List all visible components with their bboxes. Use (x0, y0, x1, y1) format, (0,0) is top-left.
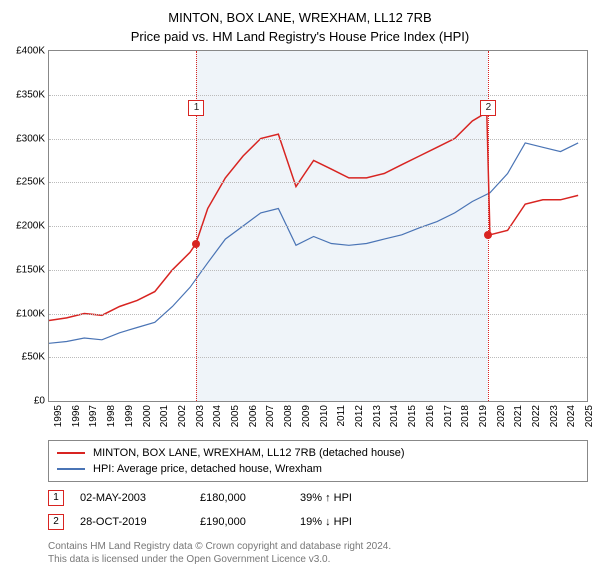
x-tick-label: 2014 (389, 405, 400, 427)
y-tick-label: £150K (16, 264, 45, 275)
transaction-price: £180,000 (200, 492, 300, 504)
x-tick-label: 2013 (372, 405, 383, 427)
x-tick-label: 1996 (71, 405, 82, 427)
gridline-y (49, 357, 587, 358)
gridline-y (49, 139, 587, 140)
transaction-delta: 19% ↓ HPI (300, 516, 588, 528)
x-tick-label: 2015 (407, 405, 418, 427)
legend-swatch (57, 452, 85, 454)
gridline-y (49, 95, 587, 96)
x-tick-label: 2005 (230, 405, 241, 427)
x-tick-label: 2003 (195, 405, 206, 427)
y-tick-label: £200K (16, 221, 45, 232)
y-tick-label: £250K (16, 177, 45, 188)
x-tick-label: 2008 (283, 405, 294, 427)
x-tick-label: 2021 (513, 405, 524, 427)
legend: MINTON, BOX LANE, WREXHAM, LL12 7RB (det… (48, 440, 588, 482)
y-tick-label: £400K (16, 46, 45, 57)
transaction-date: 02-MAY-2003 (80, 492, 200, 504)
x-tick-label: 2002 (177, 405, 188, 427)
x-tick-label: 2019 (478, 405, 489, 427)
chart-title-main: MINTON, BOX LANE, WREXHAM, LL12 7RB (0, 0, 600, 25)
x-tick-label: 2009 (301, 405, 312, 427)
marker-number-box: 2 (480, 100, 496, 116)
x-tick-label: 2011 (336, 405, 347, 427)
x-tick-label: 2023 (549, 405, 560, 427)
x-tick-label: 2024 (566, 405, 577, 427)
x-tick-label: 2018 (460, 405, 471, 427)
legend-swatch (57, 468, 85, 470)
x-tick-label: 2012 (354, 405, 365, 427)
y-tick-label: £0 (34, 396, 45, 407)
y-tick-label: £50K (22, 352, 45, 363)
plot-area: £0£50K£100K£150K£200K£250K£300K£350K£400… (48, 50, 588, 402)
transaction-date: 28-OCT-2019 (80, 516, 200, 528)
x-tick-label: 2022 (531, 405, 542, 427)
chart-container: MINTON, BOX LANE, WREXHAM, LL12 7RB Pric… (0, 0, 600, 560)
x-tick-label: 2010 (319, 405, 330, 427)
legend-item: MINTON, BOX LANE, WREXHAM, LL12 7RB (det… (57, 445, 579, 461)
x-tick-label: 1997 (88, 405, 99, 427)
x-tick-label: 2025 (584, 405, 595, 427)
legend-label: HPI: Average price, detached house, Wrex… (93, 463, 322, 475)
x-tick-label: 2020 (496, 405, 507, 427)
x-tick-label: 1998 (106, 405, 117, 427)
gridline-y (49, 270, 587, 271)
series-line (49, 112, 578, 320)
x-tick-label: 1995 (53, 405, 64, 427)
y-tick-label: £350K (16, 89, 45, 100)
x-tick-label: 2001 (159, 405, 170, 427)
footer-line1: Contains HM Land Registry data © Crown c… (48, 540, 588, 553)
marker-dot (192, 240, 200, 248)
gridline-y (49, 226, 587, 227)
footer-attribution: Contains HM Land Registry data © Crown c… (48, 530, 588, 566)
x-tick-label: 2004 (212, 405, 223, 427)
transaction-row: 2 28-OCT-2019£190,00019% ↓ HPI (48, 506, 588, 530)
transaction-number-box: 1 (48, 490, 64, 506)
chart-title-sub: Price paid vs. HM Land Registry's House … (0, 25, 600, 50)
x-tick-label: 2016 (425, 405, 436, 427)
x-tick-label: 1999 (124, 405, 135, 427)
legend-item: HPI: Average price, detached house, Wrex… (57, 461, 579, 477)
x-tick-label: 2007 (265, 405, 276, 427)
gridline-y (49, 314, 587, 315)
transaction-delta: 39% ↑ HPI (300, 492, 588, 504)
marker-dot (484, 231, 492, 239)
transaction-number-box: 2 (48, 514, 64, 530)
x-tick-label: 2017 (443, 405, 454, 427)
transaction-row: 1 02-MAY-2003£180,00039% ↑ HPI (48, 482, 588, 506)
y-tick-label: £300K (16, 133, 45, 144)
gridline-y (49, 182, 587, 183)
x-tick-label: 2006 (248, 405, 259, 427)
legend-label: MINTON, BOX LANE, WREXHAM, LL12 7RB (det… (93, 447, 405, 459)
y-tick-label: £100K (16, 308, 45, 319)
transactions-list: 1 02-MAY-2003£180,00039% ↑ HPI 2 28-OCT-201… (0, 482, 600, 530)
marker-number-box: 1 (188, 100, 204, 116)
transaction-price: £190,000 (200, 516, 300, 528)
x-tick-label: 2000 (142, 405, 153, 427)
